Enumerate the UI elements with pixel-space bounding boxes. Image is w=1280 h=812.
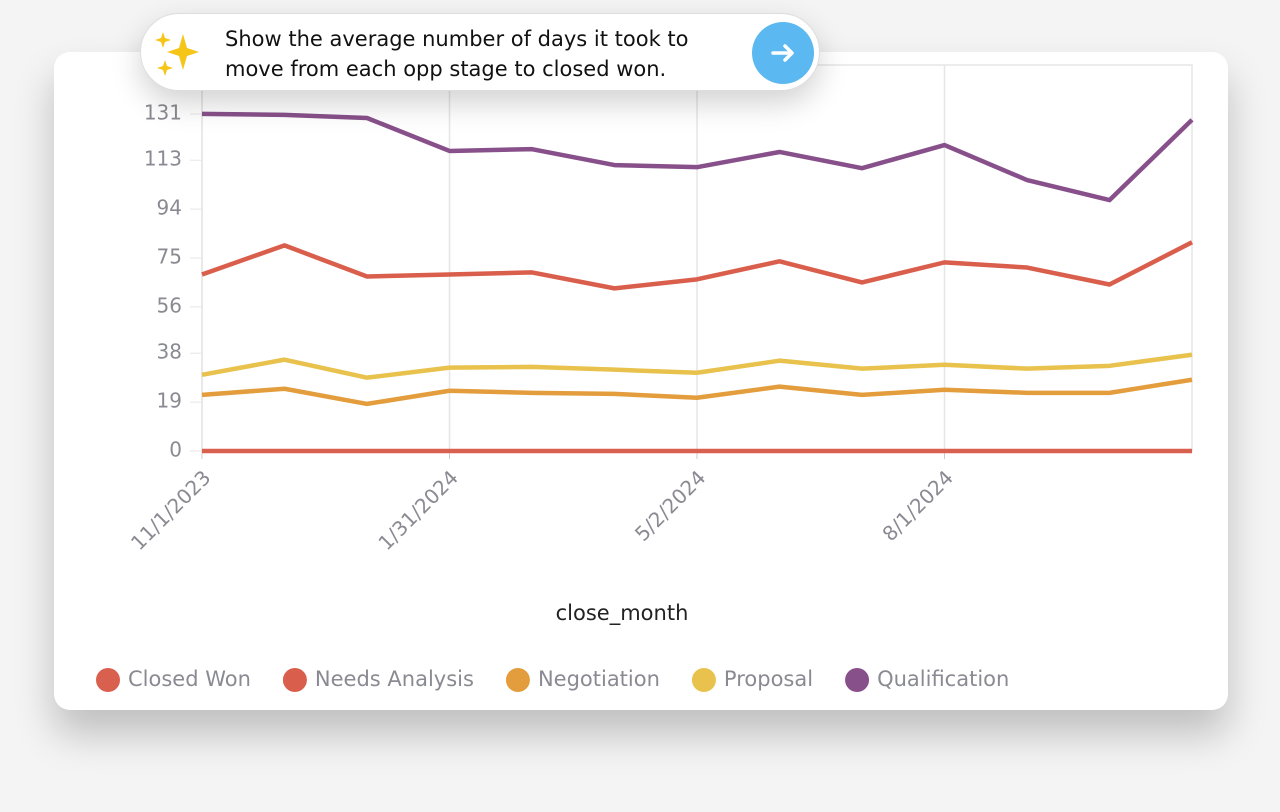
prompt-text: Show the average number of days it took … xyxy=(225,27,689,81)
y-tick-label: 56 xyxy=(157,293,182,317)
x-tick-label: 8/1/2024 xyxy=(877,465,957,545)
x-axis-label: close_month xyxy=(556,601,689,626)
chart-card xyxy=(54,52,1228,710)
legend-swatch xyxy=(691,668,716,692)
x-tick-label: 11/1/2023 xyxy=(126,465,215,554)
legend-swatch xyxy=(282,668,307,692)
y-tick-label: 0 xyxy=(169,438,182,462)
series-line xyxy=(201,352,1193,380)
y-tick-label: 19 xyxy=(157,389,182,413)
y-tick-label: 131 xyxy=(144,100,182,124)
legend-swatch xyxy=(96,668,120,692)
series-line xyxy=(201,240,1194,291)
y-tick-label: 75 xyxy=(157,245,182,269)
series-line xyxy=(201,377,1193,407)
sparkle-icon xyxy=(155,32,199,76)
x-tick-label: 1/31/2024 xyxy=(373,465,462,554)
legend-label: Negotiation xyxy=(538,667,660,691)
legend-label: Proposal xyxy=(724,667,813,691)
legend-label: Closed Won xyxy=(128,667,251,691)
y-tick-label: 113 xyxy=(144,147,182,171)
legend-swatch xyxy=(845,668,870,692)
y-tick-label: 94 xyxy=(157,196,182,220)
legend-label: Needs Analysis xyxy=(315,667,474,691)
x-tick-label: 5/2/2024 xyxy=(630,465,710,545)
prompt-bubble: Show the average number of days it took … xyxy=(140,13,820,91)
submit-button[interactable] xyxy=(752,22,814,84)
series-line xyxy=(201,111,1194,203)
y-tick-label: 38 xyxy=(157,340,182,364)
legend-label: Qualification xyxy=(877,667,1009,691)
legend-swatch xyxy=(505,668,530,692)
